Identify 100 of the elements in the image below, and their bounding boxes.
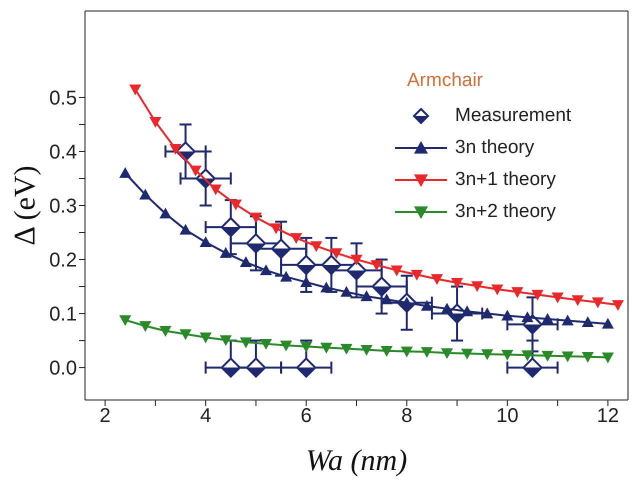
point <box>511 287 524 298</box>
point <box>552 292 564 304</box>
point <box>441 348 453 359</box>
point <box>310 241 322 252</box>
point <box>129 84 142 96</box>
point <box>159 208 172 218</box>
point <box>246 358 266 378</box>
point <box>190 166 202 176</box>
point <box>300 342 312 353</box>
legend-title: Armchair <box>407 70 484 92</box>
point <box>180 329 192 340</box>
point <box>119 315 132 326</box>
x-tick-label: 8 <box>401 405 412 428</box>
y-tick-label: 0.4 <box>49 142 77 164</box>
point <box>246 233 266 254</box>
point <box>501 350 514 361</box>
point <box>491 284 504 296</box>
point <box>461 348 474 360</box>
y-tick-label: 0.5 <box>49 88 77 110</box>
point <box>200 236 212 248</box>
point <box>562 314 574 326</box>
point <box>400 346 413 358</box>
point <box>210 184 222 196</box>
point <box>451 278 464 289</box>
point <box>461 305 474 316</box>
point <box>139 321 152 332</box>
point <box>360 344 373 356</box>
point <box>220 335 232 346</box>
point <box>346 260 366 280</box>
point <box>420 300 433 311</box>
x-tick-label: 2 <box>100 405 111 428</box>
point <box>220 217 241 238</box>
y-tick-label: 0.2 <box>49 250 77 272</box>
x-tick-label: 6 <box>300 405 312 428</box>
point <box>410 270 423 281</box>
y-tick-label: 0.1 <box>49 304 77 326</box>
point <box>250 212 262 224</box>
point <box>521 350 534 362</box>
point <box>260 339 272 350</box>
legend-label: 3n theory <box>455 137 534 159</box>
point <box>270 223 282 234</box>
point <box>370 260 383 271</box>
x-tick-label: 10 <box>496 405 518 428</box>
point <box>149 116 162 128</box>
point <box>240 337 252 348</box>
point <box>602 318 614 329</box>
point <box>300 276 312 288</box>
point <box>562 351 574 362</box>
point <box>159 326 172 337</box>
point <box>542 312 554 324</box>
point <box>521 311 534 322</box>
point <box>280 270 292 282</box>
point <box>572 295 584 306</box>
point <box>372 276 392 297</box>
point <box>260 264 272 276</box>
point <box>542 350 554 362</box>
y-axis-title: Δ (eV) <box>8 165 42 246</box>
point <box>592 297 604 308</box>
point <box>220 247 232 258</box>
point <box>296 254 316 275</box>
point <box>170 144 182 155</box>
x-axis-title: Wa (nm) <box>306 444 408 477</box>
point <box>240 256 252 268</box>
point <box>501 310 514 321</box>
point <box>330 248 342 260</box>
point <box>296 358 316 378</box>
point <box>420 347 433 358</box>
x-tick-label: 12 <box>596 405 620 428</box>
point <box>320 342 332 354</box>
point <box>220 358 241 378</box>
point <box>200 332 212 344</box>
point <box>430 274 443 285</box>
point <box>139 188 152 200</box>
point <box>532 290 544 301</box>
point <box>380 346 393 357</box>
point <box>360 290 373 302</box>
point <box>481 349 494 360</box>
point <box>612 300 624 311</box>
point <box>350 254 362 266</box>
point <box>471 281 484 292</box>
y-tick-label: 0.0 <box>49 358 77 380</box>
point <box>340 344 352 355</box>
x-tick-label: 4 <box>200 405 212 428</box>
legend-label: Measurement <box>455 105 572 127</box>
point <box>280 340 292 352</box>
y-tick-label: 0.3 <box>49 196 77 218</box>
point <box>390 266 403 276</box>
point <box>180 224 192 235</box>
point <box>582 316 594 327</box>
point <box>602 352 614 364</box>
point <box>441 302 453 314</box>
point <box>290 233 302 244</box>
point <box>271 238 292 259</box>
point <box>481 308 494 318</box>
point <box>582 352 594 363</box>
point <box>119 167 132 178</box>
legend-label: 3n+1 theory <box>455 169 556 191</box>
point <box>522 358 542 378</box>
point <box>340 286 352 297</box>
point <box>230 200 242 210</box>
